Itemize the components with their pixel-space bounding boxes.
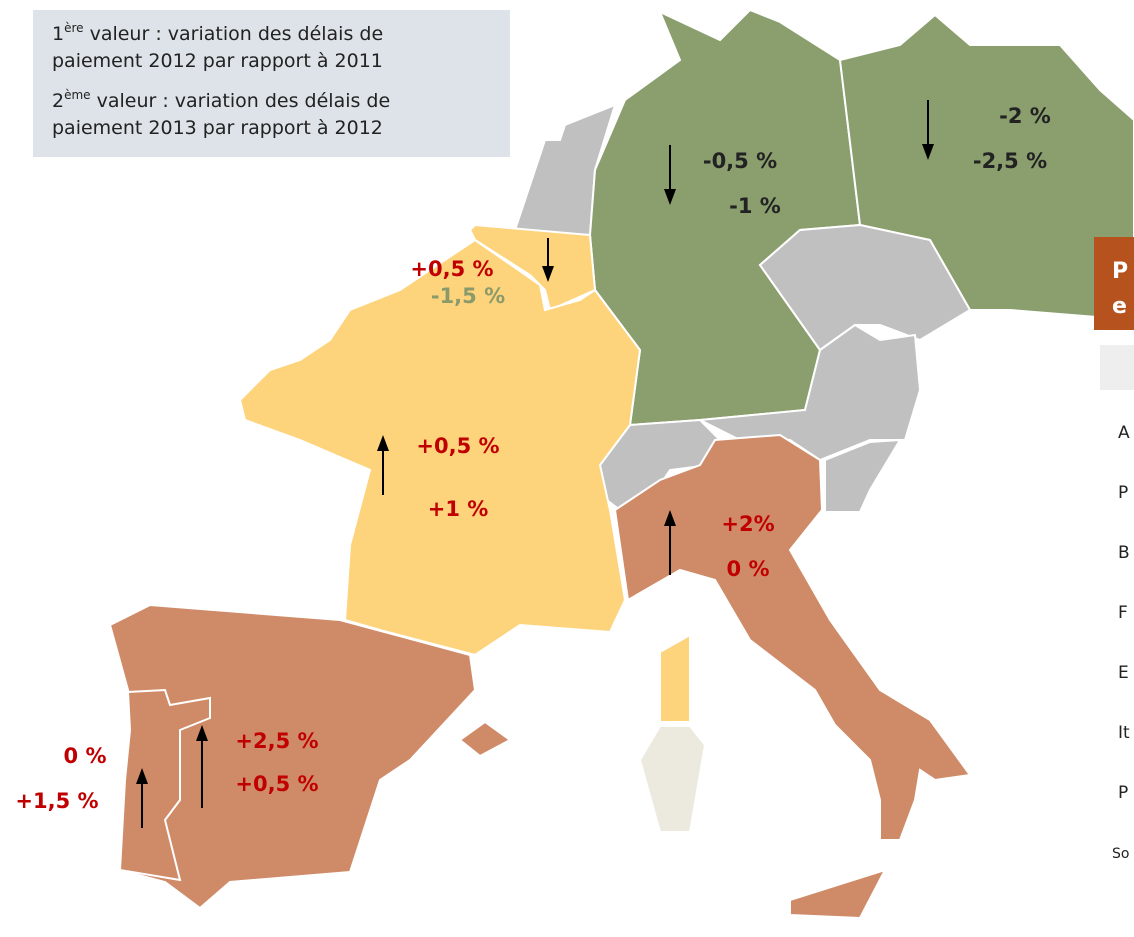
table-title: P <box>1112 259 1128 284</box>
countries <box>108 8 1134 920</box>
legend-line: 1ère valeur : variation des délais de <box>52 21 383 45</box>
slovenia <box>824 438 902 513</box>
variation-label: -2 % <box>999 104 1051 128</box>
variation-label: -1,5 % <box>431 284 505 308</box>
legend-text: valeur : variation des délais de <box>91 90 391 112</box>
table-row: E <box>1118 663 1129 683</box>
arrow-head <box>922 144 934 160</box>
france <box>238 238 642 657</box>
variation-label: -0,5 % <box>703 149 777 173</box>
arrow-head <box>136 768 148 784</box>
arrow-head <box>196 725 208 741</box>
arrow-head <box>664 189 676 205</box>
variation-label: -2,5 % <box>973 149 1047 173</box>
table-header <box>1094 237 1134 330</box>
legend-text: valeur : variation des délais de <box>84 23 384 45</box>
balearic <box>458 720 512 758</box>
variation-label: +1,5 % <box>15 789 98 813</box>
variation-label: +0,5 % <box>416 434 499 458</box>
arrow-head <box>377 435 389 451</box>
variation-label: +2% <box>721 512 774 536</box>
table-source: So <box>1112 846 1129 862</box>
italy <box>613 433 972 841</box>
labels: -0,5 % -1 % -2 % -2,5 % +0,5 % -1,5 % +0,5 % +1… <box>15 100 1051 828</box>
variation-label: +2,5 % <box>235 729 318 753</box>
table-row: B <box>1118 543 1130 563</box>
switzerland <box>599 418 722 512</box>
sardinia <box>638 725 707 833</box>
legend-number: 2 <box>52 90 64 112</box>
variation-label: +0,5 % <box>410 257 493 281</box>
variation-label: 0 % <box>727 557 770 581</box>
table-row: P <box>1118 483 1128 503</box>
arrow-head <box>542 266 554 282</box>
variation-label: +0,5 % <box>235 772 318 796</box>
sicily <box>789 868 888 920</box>
legend-number: 1 <box>52 23 64 45</box>
legend-line: 2ème valeur : variation des délais de <box>52 88 390 112</box>
table-row: A <box>1118 423 1130 443</box>
legend-sup: ère <box>64 21 83 35</box>
arrow-head <box>664 510 676 526</box>
table-title: e <box>1112 294 1127 319</box>
table-row: It <box>1118 723 1130 743</box>
variation-label: +1 % <box>428 497 489 521</box>
legend-sup: ème <box>64 88 90 102</box>
variation-label: -1 % <box>729 194 781 218</box>
corsica <box>659 633 691 723</box>
legend-box <box>33 10 510 157</box>
portugal <box>118 688 211 882</box>
variation-label: 0 % <box>64 744 107 768</box>
table-row: F <box>1118 603 1128 623</box>
table-row-bg <box>1100 345 1134 390</box>
legend-line: paiement 2013 par rapport à 2012 <box>52 117 383 139</box>
legend: 1ère valeur : variation des délais de pai… <box>52 21 390 139</box>
table-row: P <box>1118 783 1128 803</box>
legend-line: paiement 2012 par rapport à 2011 <box>52 50 383 72</box>
table: Pe A P B F E It P So <box>1112 259 1130 862</box>
